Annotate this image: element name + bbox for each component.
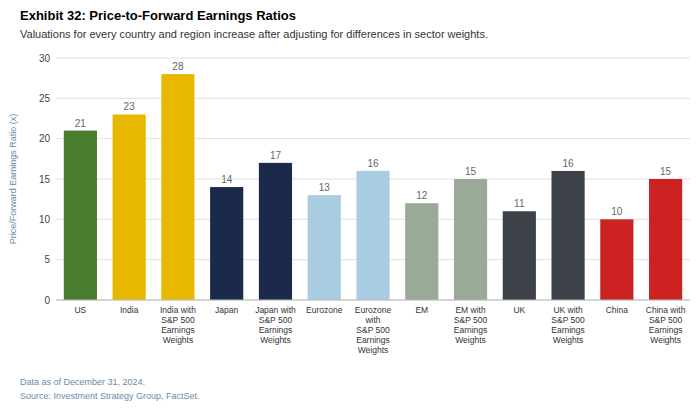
x-tick-label-line: Earnings <box>259 325 293 335</box>
grid-line <box>56 138 690 139</box>
y-axis-label: Price/Forward Earnings Ratio (x) <box>8 114 18 245</box>
x-tick-label: EurozonewithS&P 500EarningsWeights <box>355 305 392 355</box>
x-tick-label-line: Eurozone <box>306 305 343 315</box>
y-tick-label: 5 <box>44 254 50 265</box>
x-tick-label-line: UK with <box>553 305 583 315</box>
x-tick-label-line: China <box>606 305 628 315</box>
bar <box>308 195 341 300</box>
x-tick-label-line: S&P 500 <box>356 325 390 335</box>
bar <box>405 203 438 300</box>
data-label: 15 <box>465 166 477 177</box>
x-tick-label-line: China with <box>646 305 686 315</box>
y-tick-label: 10 <box>39 214 51 225</box>
y-tick-label: 30 <box>39 53 51 64</box>
x-tick-label-line: India <box>120 305 139 315</box>
bar <box>161 74 194 300</box>
x-tick-label-line: Weights <box>553 335 584 345</box>
data-label: 14 <box>221 174 233 185</box>
bar <box>551 171 584 300</box>
x-tick-label-line: Weights <box>650 335 681 345</box>
x-tick-label: Eurozone <box>306 305 343 315</box>
x-tick-label: US <box>74 305 86 315</box>
x-tick-label-line: S&P 500 <box>259 315 293 325</box>
x-axis-line <box>56 300 690 301</box>
x-tick-label-line: S&P 500 <box>649 315 683 325</box>
bar <box>649 179 682 300</box>
y-tick-label: 20 <box>39 133 51 144</box>
data-label: 15 <box>660 166 672 177</box>
x-tick-label-line: Weights <box>455 335 486 345</box>
bar <box>600 219 633 300</box>
x-tick-label-line: with <box>364 315 380 325</box>
x-tick-label-line: S&P 500 <box>551 315 585 325</box>
x-tick-label-line: EM with <box>455 305 486 315</box>
bars <box>64 74 682 300</box>
data-label: 11 <box>514 198 525 209</box>
grid-line <box>56 300 690 301</box>
x-tick-label-line: Japan <box>215 305 238 315</box>
x-tick-label-line: Japan with <box>255 305 296 315</box>
y-tick-label: 0 <box>44 295 50 306</box>
x-tick-label: China withS&P 500EarningsWeights <box>646 305 686 345</box>
data-label: 21 <box>75 118 87 129</box>
data-label: 13 <box>319 182 331 193</box>
chart: Exhibit 32: Price-to-Forward Earnings Ra… <box>0 0 700 420</box>
x-tick-label: Japan <box>215 305 238 315</box>
grid-line <box>56 98 690 99</box>
data-label: 16 <box>367 158 379 169</box>
x-tick-label-line: Earnings <box>551 325 585 335</box>
x-tick-label-line: US <box>74 305 86 315</box>
x-tick-label-line: S&P 500 <box>454 315 488 325</box>
footnote: Data as of December 31, 2024. <box>20 377 145 387</box>
title: Exhibit 32: Price-to-Forward Earnings Ra… <box>20 8 296 23</box>
x-tick-label-line: Earnings <box>649 325 683 335</box>
data-label: 17 <box>270 150 282 161</box>
bar <box>64 131 97 300</box>
x-tick-label: Japan withS&P 500EarningsWeights <box>255 305 296 345</box>
grid-line <box>56 58 690 59</box>
data-label: 12 <box>416 190 428 201</box>
y-tick-label: 25 <box>39 93 51 104</box>
background <box>0 0 700 420</box>
bar <box>210 187 243 300</box>
x-tick-label: EM <box>415 305 428 315</box>
x-tick-label: India <box>120 305 139 315</box>
x-tick-label-line: Weights <box>260 335 291 345</box>
y-tick-label: 15 <box>39 174 51 185</box>
bar <box>113 114 146 300</box>
x-tick-label: EM withS&P 500EarningsWeights <box>454 305 488 345</box>
x-tick-label-line: S&P 500 <box>161 315 195 325</box>
data-label: 10 <box>611 206 623 217</box>
x-tick-label: UK <box>513 305 525 315</box>
x-tick-label: UK withS&P 500EarningsWeights <box>551 305 585 345</box>
x-tick-label-line: Weights <box>358 345 389 355</box>
subtitle: Valuations for every country and region … <box>20 28 488 40</box>
bar <box>454 179 487 300</box>
data-label: 23 <box>124 101 136 112</box>
x-tick-label-line: Earnings <box>161 325 195 335</box>
x-tick-label-line: EM <box>415 305 428 315</box>
x-tick-label-line: Earnings <box>454 325 488 335</box>
x-tick-label-line: Weights <box>163 335 194 345</box>
x-tick-label-line: Eurozone <box>355 305 392 315</box>
x-tick-label-line: Earnings <box>356 335 390 345</box>
x-tick-label: India withS&P 500EarningsWeights <box>160 305 196 345</box>
bar <box>259 163 292 300</box>
bar <box>356 171 389 300</box>
footnote: Source: Investment Strategy Group, FactS… <box>20 391 200 401</box>
bar <box>503 211 536 300</box>
x-tick-label-line: UK <box>513 305 525 315</box>
data-label: 16 <box>563 158 575 169</box>
x-tick-label: China <box>606 305 628 315</box>
x-tick-label-line: India with <box>160 305 196 315</box>
data-label: 28 <box>172 61 184 72</box>
